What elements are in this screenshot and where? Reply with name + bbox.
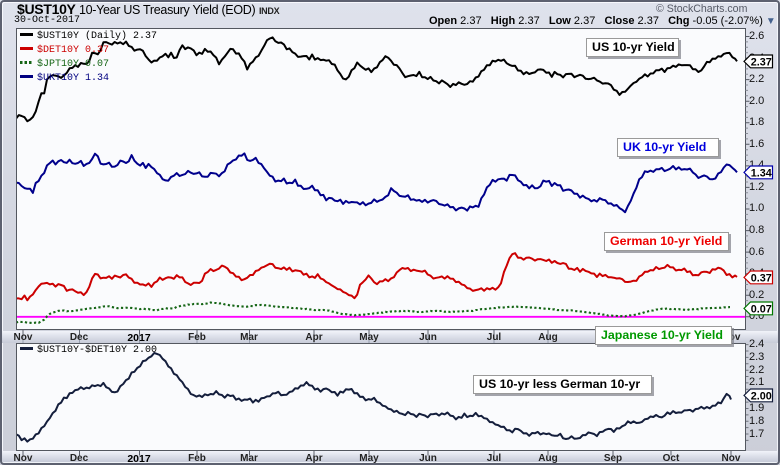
svg-text:2.37: 2.37 (751, 56, 772, 68)
svg-text:0.07: 0.07 (751, 303, 772, 315)
svg-text:2.00: 2.00 (751, 391, 772, 403)
svg-text:0.37: 0.37 (751, 272, 772, 284)
svg-text:1.34: 1.34 (751, 167, 772, 179)
